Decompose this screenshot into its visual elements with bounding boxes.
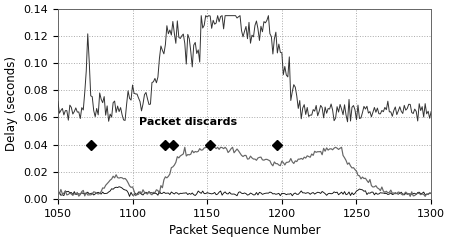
Y-axis label: Delay (seconds): Delay (seconds) <box>5 56 18 151</box>
Text: Packet discards: Packet discards <box>139 117 237 127</box>
X-axis label: Packet Sequence Number: Packet Sequence Number <box>169 224 320 237</box>
